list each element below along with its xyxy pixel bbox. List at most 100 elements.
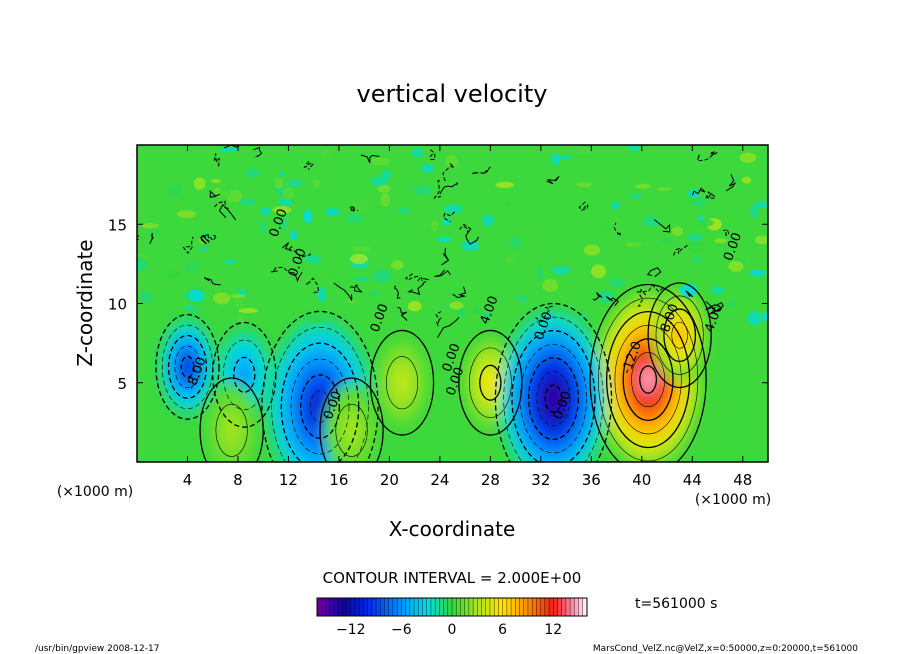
noise-cell [148,230,163,235]
noise-cell [578,148,590,156]
x-tick-label: 4 [183,471,193,489]
x-tick-label: 24 [430,471,449,489]
noise-cell [325,208,340,216]
contour-wiggle [429,148,436,161]
contour-ring-0-1 [598,297,699,462]
noise-cell [193,177,206,190]
noise-cell [656,186,672,192]
noise-cell [372,269,392,283]
field-blob-0-5 [639,365,657,395]
field-blob-3-5 [544,384,563,414]
x-tick-label: 40 [632,471,651,489]
contour-wiggle [441,247,450,266]
noise-cell [381,170,392,179]
colorbar-cell [443,598,449,616]
noise-cell [321,148,330,160]
noise-cell [583,244,601,256]
contour-lines [137,145,737,462]
contour-wiggle [149,232,154,244]
noise-cell [711,286,725,295]
noise-cell [661,237,671,244]
colorbar-cell [418,598,423,616]
contour-ring-5-2 [167,334,208,399]
colorbar-cell [392,598,398,616]
contour-ring-4-3 [290,358,350,455]
noise-cell [352,198,370,212]
noise-cell [437,236,452,242]
noise-cell [421,164,435,173]
noise-cell [168,183,183,197]
colorbar-cell [506,598,512,616]
colorbar-cell [409,598,415,616]
contour-wiggle [288,271,303,283]
contour-ring-5-0 [155,313,220,420]
colorbar-cell [544,598,550,616]
colorbar-cell [565,598,571,616]
contour-wiggle [452,286,467,299]
contour-ring-0-2 [605,311,691,449]
contour-wiggle [691,187,706,196]
noise-cell [391,260,404,270]
noise-cell [598,223,614,232]
noise-cell [516,296,529,302]
colorbar-cell [388,598,394,616]
contour-ring-3-1 [503,316,604,462]
contour-wiggle [433,180,442,199]
colorbar-cell [460,598,466,616]
field-blob-7-5 [397,374,407,391]
footer-left: /usr/bin/gpview 2008-12-17 [35,644,159,654]
contour-wiggle [472,166,491,175]
contour-wiggle [439,182,459,195]
contour-wiggle [653,219,671,233]
contour-wiggle [435,311,442,327]
colorbar-cell [494,598,499,616]
contour-wiggle [209,190,221,198]
noise-cell [278,172,286,177]
contour-wiggle [459,223,472,234]
y-unit-label: (×1000 m) [57,484,133,500]
colorbar-cell [527,598,533,616]
colorbar-cell [578,598,584,616]
noise-cell [481,312,493,319]
noise-cell [371,157,390,166]
colorbar-cell [561,598,567,616]
contour-ring-3-0 [494,302,613,462]
noise-cell [412,184,432,197]
x-axis-ticks: 4 8 12 16 20 24 28 32 36 40 44 48 [183,145,752,489]
colorbar-tick-label: 12 [544,622,562,638]
noise-cell [628,193,643,199]
noise-cell [272,205,292,214]
noise-cell [324,273,339,281]
contour-ring-1-0 [647,282,712,389]
contour-wiggle [578,201,589,211]
noise-cell [536,266,544,280]
noise-cell [289,247,301,252]
noise-cell [739,152,757,163]
noise-cell [288,178,303,188]
contour-ring-4-1 [271,326,369,462]
noise-cell [509,236,523,250]
noise-cell [184,305,195,310]
contour-wiggle [723,229,730,237]
noise-cell [197,246,209,251]
noise-cell [370,176,388,187]
y-tick-label: 15 [108,216,127,234]
noise-cell [370,290,381,297]
contour-wiggle [213,153,220,168]
colorbar-cell [574,598,580,616]
noise-cell [393,295,409,304]
colorbar-cell [329,598,335,616]
colorbar-cell [498,598,504,616]
contour-ring-1-1 [655,295,704,375]
noise-cell [312,178,321,188]
noise-cell [211,189,232,197]
noise-cell [754,235,768,245]
noise-cell [714,238,727,244]
noise-cell [551,153,561,166]
contour-wiggle [725,174,737,192]
noise-cell [542,279,559,292]
noise-cell [350,253,368,264]
noise-cell [728,260,744,272]
colorbar-cell [452,598,457,616]
noise-cell [690,197,708,207]
